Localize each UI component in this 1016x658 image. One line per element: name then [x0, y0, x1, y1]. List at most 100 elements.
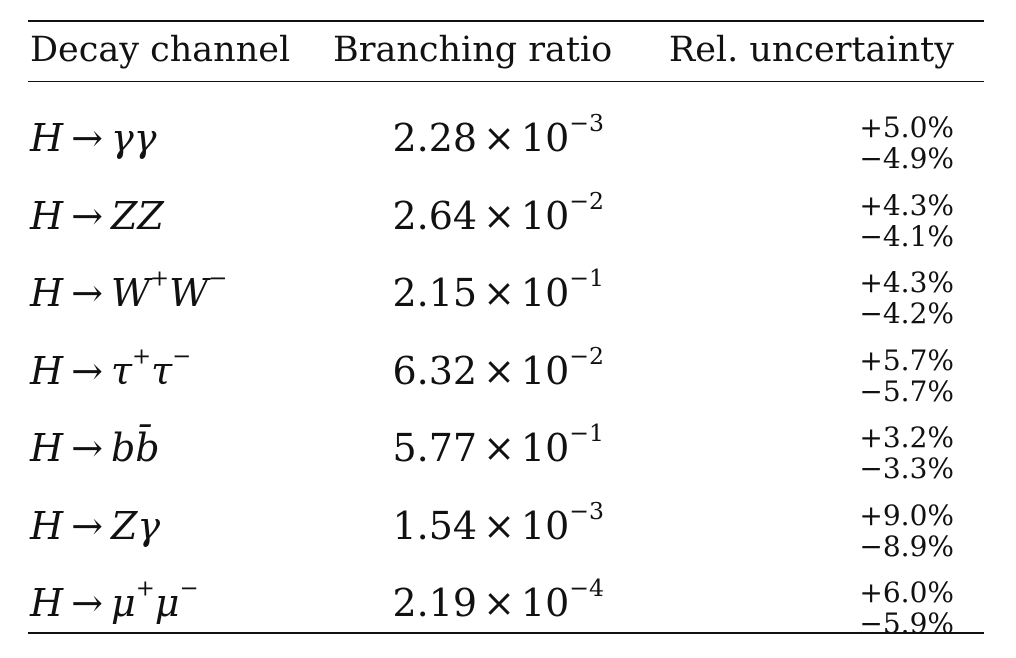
arrow-symbol: → [71, 271, 103, 315]
br-exponent: −3 [569, 108, 604, 137]
times-symbol: × [483, 503, 515, 548]
times-symbol: × [483, 348, 515, 393]
decay-product: τ [110, 348, 133, 393]
times-symbol: × [483, 581, 515, 625]
parent-particle: H [30, 116, 64, 160]
arrow-symbol: → [71, 116, 103, 160]
decay-channel-cell: H → γγ [30, 116, 156, 160]
header-decay-channel: Decay channel [30, 30, 291, 70]
arrow-symbol: → [71, 581, 103, 625]
decay-product: bb̄ [110, 426, 160, 470]
branching-ratio-cell: 5.77 × 10−1 [392, 421, 604, 470]
br-exponent: −2 [569, 186, 604, 215]
br-exponent: −2 [569, 341, 604, 370]
table-row: H → τ+τ− 6.32 × 10−2 +5.7% −5.7% [28, 339, 984, 416]
parent-particle: H [30, 426, 64, 470]
uncertainty-minus: −8.9% [859, 529, 954, 563]
decay-product: W [169, 271, 209, 315]
uncertainty-minus: −5.7% [859, 374, 954, 408]
uncertainty-cell: +9.0% −8.9% [859, 500, 954, 562]
parent-particle: H [30, 193, 64, 238]
decay-channel-cell: H → W+W− [30, 267, 227, 315]
parent-particle: H [30, 348, 64, 393]
times-symbol: × [483, 116, 515, 160]
br-base: 10 [520, 348, 570, 393]
times-symbol: × [483, 426, 515, 470]
uncertainty-cell: +4.3% −4.1% [859, 190, 954, 252]
top-rule [28, 20, 984, 22]
header-branching-ratio: Branching ratio [333, 30, 613, 70]
uncertainty-minus: −4.1% [859, 219, 954, 253]
decay-product: W [110, 271, 151, 315]
times-symbol: × [483, 271, 515, 315]
uncertainty-plus: +9.0% [859, 498, 954, 532]
br-base: 10 [520, 271, 570, 315]
decay-channel-cell: H → μ+μ− [30, 577, 199, 625]
branching-ratio-cell: 6.32 × 10−2 [392, 344, 604, 393]
br-exponent: −1 [569, 418, 604, 447]
uncertainty-plus: +4.3% [859, 266, 954, 299]
br-base: 10 [520, 116, 570, 160]
branching-ratio-cell: 2.28 × 10−3 [392, 111, 604, 160]
br-base: 10 [520, 193, 570, 238]
charge-superscript: − [179, 575, 199, 602]
charge-superscript: + [135, 575, 155, 602]
decay-product: μ [110, 581, 136, 625]
br-mantissa: 2.19 [392, 581, 478, 625]
uncertainty-plus: +5.7% [859, 343, 954, 377]
charge-superscript: + [150, 265, 170, 292]
uncertainty-minus: −3.3% [859, 452, 954, 485]
br-mantissa: 2.28 [392, 116, 478, 160]
table-row: H → μ+μ− 2.19 × 10−4 +6.0% −5.9% [28, 571, 984, 648]
arrow-symbol: → [71, 426, 103, 470]
br-mantissa: 1.54 [392, 503, 478, 548]
br-mantissa: 5.77 [392, 426, 478, 470]
br-mantissa: 6.32 [392, 348, 478, 393]
uncertainty-cell: +5.0% −4.9% [859, 112, 954, 174]
decay-product: Zγ [110, 503, 161, 548]
decay-channel-cell: H → τ+τ− [30, 345, 191, 393]
decay-product: ZZ [110, 193, 164, 238]
table-row: H → Zγ 1.54 × 10−3 +9.0% −8.9% [28, 494, 984, 571]
uncertainty-plus: +5.0% [859, 111, 954, 144]
uncertainty-cell: +4.3% −4.2% [859, 267, 954, 329]
branching-ratio-cell: 1.54 × 10−3 [392, 499, 604, 548]
uncertainty-plus: +6.0% [859, 576, 954, 609]
branching-ratio-cell: 2.19 × 10−4 [392, 576, 604, 625]
arrow-symbol: → [71, 348, 103, 393]
uncertainty-minus: −4.2% [859, 297, 954, 330]
arrow-symbol: → [71, 193, 103, 238]
decay-product: γγ [110, 116, 157, 160]
decay-channel-cell: H → bb̄ [30, 426, 160, 470]
parent-particle: H [30, 581, 64, 625]
branching-ratio-cell: 2.15 × 10−1 [392, 266, 604, 315]
parent-particle: H [30, 503, 64, 548]
uncertainty-plus: +3.2% [859, 421, 954, 454]
charge-superscript: + [132, 342, 152, 369]
table-row: H → γγ 2.28 × 10−3 +5.0% −4.9% [28, 106, 984, 183]
parent-particle: H [30, 271, 64, 315]
uncertainty-cell: +5.7% −5.7% [859, 345, 954, 407]
times-symbol: × [483, 193, 515, 238]
decay-channel-cell: H → Zγ [30, 504, 160, 548]
uncertainty-plus: +4.3% [859, 188, 954, 222]
charge-superscript: − [172, 342, 192, 369]
decay-product: τ [151, 348, 173, 393]
br-exponent: −4 [569, 573, 604, 602]
br-base: 10 [520, 426, 570, 470]
branching-ratio-cell: 2.64 × 10−2 [392, 189, 604, 238]
br-exponent: −1 [569, 263, 604, 292]
decay-channel-cell: H → ZZ [30, 194, 164, 238]
charge-superscript: − [208, 265, 228, 292]
bottom-rule [28, 632, 984, 634]
header-rel-uncertainty: Rel. uncertainty [668, 30, 954, 70]
br-exponent: −3 [569, 496, 604, 525]
decay-product: μ [154, 581, 180, 625]
br-base: 10 [520, 581, 570, 625]
br-base: 10 [520, 503, 570, 548]
table-row: H → W+W− 2.15 × 10−1 +4.3% −4.2% [28, 261, 984, 338]
uncertainty-minus: −5.9% [859, 607, 954, 640]
arrow-symbol: → [71, 503, 103, 548]
uncertainty-cell: +6.0% −5.9% [859, 577, 954, 639]
br-mantissa: 2.64 [392, 193, 478, 238]
